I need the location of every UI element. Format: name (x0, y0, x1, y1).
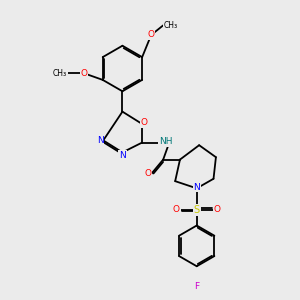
Text: CH₃: CH₃ (163, 21, 177, 30)
Text: F: F (194, 282, 199, 291)
Text: S: S (194, 205, 200, 215)
Text: N: N (97, 136, 104, 145)
Text: O: O (214, 206, 220, 214)
Text: O: O (141, 118, 148, 127)
Text: O: O (148, 30, 155, 39)
Text: NH: NH (159, 137, 172, 146)
Text: CH₃: CH₃ (53, 69, 67, 78)
Text: O: O (81, 69, 88, 78)
Text: N: N (194, 183, 200, 192)
Text: O: O (173, 206, 180, 214)
Text: N: N (119, 151, 126, 160)
Text: O: O (144, 169, 151, 178)
